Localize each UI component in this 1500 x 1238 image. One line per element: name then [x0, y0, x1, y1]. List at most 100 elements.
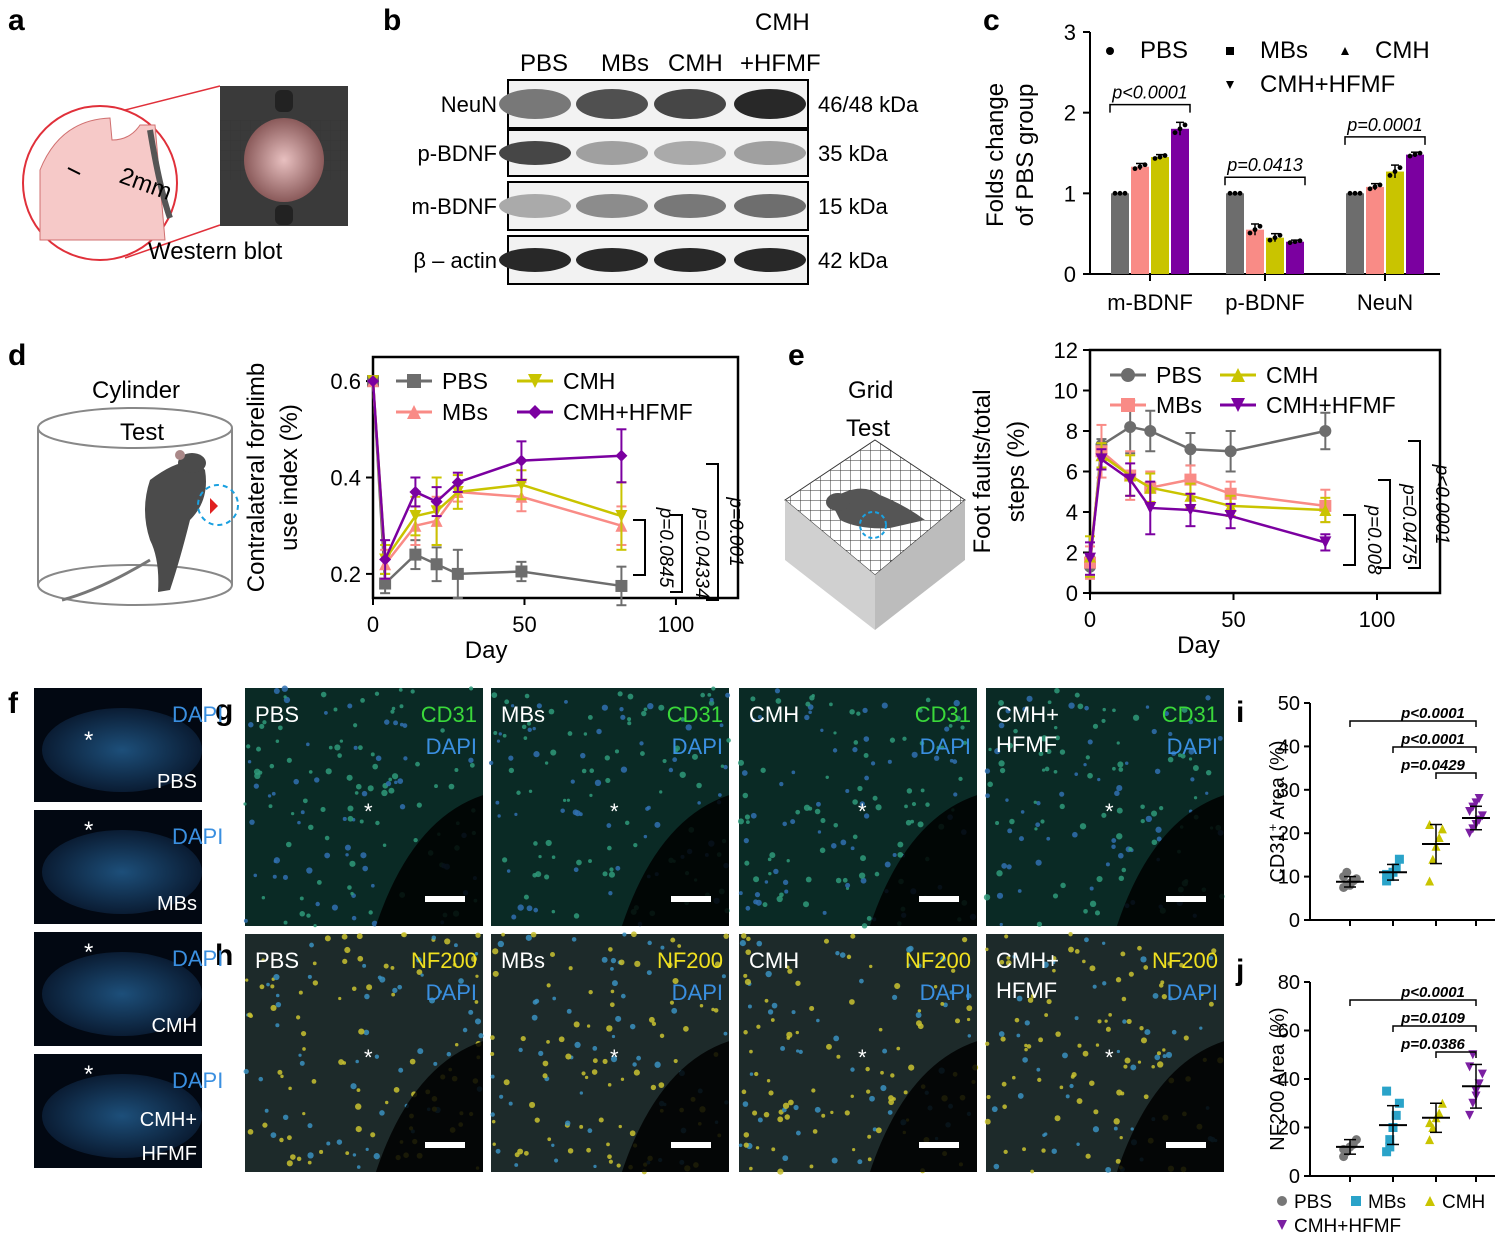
- cell-dot: [391, 992, 396, 997]
- cell-dot: [618, 959, 625, 966]
- cell-dot: [1130, 1064, 1137, 1071]
- cell-dot: [390, 965, 395, 970]
- cell-dot: [531, 1014, 538, 1021]
- cell-dot: [497, 814, 501, 818]
- cell-dot: [1001, 863, 1008, 869]
- stain-label: CD31: [421, 702, 477, 727]
- cell-dot: [1151, 839, 1158, 846]
- group-label: MBs: [157, 893, 197, 915]
- cell-dot: [953, 699, 960, 707]
- cell-dot: [749, 1166, 753, 1171]
- cell-dot: [1171, 750, 1177, 756]
- cell-dot: [1038, 1037, 1044, 1043]
- data-point: [1437, 1098, 1447, 1108]
- panel-a: 2mm Western blot: [22, 85, 348, 265]
- cell-dot: [795, 1030, 800, 1035]
- cell-dot: [1042, 961, 1049, 968]
- data-point: [1117, 190, 1123, 196]
- cell-dot: [267, 794, 272, 798]
- cell-dot: [1102, 941, 1106, 945]
- cell-dot: [295, 1015, 301, 1020]
- cell-dot: [741, 933, 747, 939]
- cell-dot: [1046, 836, 1051, 841]
- significance-bracket: [1408, 440, 1421, 569]
- cell-dot: [350, 891, 354, 896]
- cell-dot: [1089, 886, 1094, 891]
- cell-dot: [1101, 718, 1106, 723]
- cell-dot: [399, 704, 404, 709]
- cell-dot: [744, 978, 751, 986]
- scale-bar: [425, 896, 465, 902]
- cell-dot: [326, 1141, 331, 1146]
- cell-dot: [738, 1143, 743, 1148]
- cell-dot: [933, 985, 938, 989]
- cell-dot: [816, 801, 821, 807]
- cell-dot: [354, 791, 359, 795]
- cell-dot: [745, 905, 751, 911]
- cell-dot: [880, 1085, 887, 1092]
- cell-dot: [812, 1129, 818, 1134]
- data-point: [1385, 1142, 1395, 1152]
- cell-dot: [660, 945, 665, 950]
- cell-dot: [337, 753, 342, 758]
- cell-dot: [741, 1089, 747, 1095]
- cell-dot: [1154, 1054, 1161, 1061]
- cell-dot: [388, 787, 395, 794]
- cell-dot: [802, 901, 810, 908]
- cell-dot: [849, 999, 855, 1005]
- cell-dot: [1112, 766, 1116, 771]
- y-tick-label: 0.2: [330, 562, 361, 587]
- blot-band: [654, 194, 726, 218]
- data-point: [1232, 190, 1238, 196]
- legend-marker: [528, 374, 542, 388]
- stain-label: CD31: [1162, 702, 1218, 727]
- cell-dot: [993, 1163, 1000, 1170]
- cell-dot: [1199, 1026, 1203, 1030]
- cell-dot: [1188, 719, 1194, 725]
- bar: [1386, 171, 1404, 274]
- lesion-star: *: [1105, 799, 1114, 824]
- cell-dot: [282, 874, 289, 880]
- brain-slice-illustration: [39, 117, 166, 241]
- cell-dot: [1179, 962, 1184, 968]
- cell-dot: [508, 767, 515, 774]
- cell-dot: [845, 882, 851, 888]
- cell-dot: [765, 970, 772, 978]
- cell-dot: [767, 1009, 774, 1015]
- y-tick-label: 2: [1066, 541, 1078, 566]
- cell-dot: [533, 841, 538, 846]
- cell-dot: [1004, 934, 1009, 939]
- cell-dot: [764, 880, 769, 884]
- group-label: PBS: [255, 948, 299, 973]
- cell-dot: [774, 688, 781, 694]
- cell-dot: [1083, 908, 1088, 914]
- cell-dot: [446, 1051, 452, 1057]
- cell-dot: [1076, 1098, 1083, 1105]
- cell-dot: [1068, 932, 1073, 937]
- data-point: [1468, 1098, 1478, 1108]
- cell-dot: [1059, 749, 1066, 755]
- cell-dot: [311, 1079, 317, 1084]
- x-tick-label: 100: [658, 612, 695, 637]
- cell-dot: [1087, 772, 1093, 779]
- cell-dot: [280, 1074, 284, 1079]
- cell-dot: [721, 974, 726, 979]
- cell-dot: [270, 1132, 277, 1139]
- cell-dot: [490, 1112, 495, 1117]
- cell-dot: [1085, 755, 1090, 760]
- p-value-label: p=0.04334: [691, 507, 712, 598]
- cell-dot: [1205, 769, 1212, 776]
- cell-dot: [905, 819, 912, 826]
- cell-dot: [1113, 1118, 1120, 1125]
- cell-dot: [573, 1021, 580, 1028]
- cell-dot: [1003, 1149, 1008, 1155]
- cell-dot: [991, 1106, 998, 1113]
- cell-dot: [381, 789, 388, 797]
- cell-dot: [836, 1054, 841, 1059]
- cell-dot: [521, 724, 527, 730]
- p-value-label: p=0.0429: [1400, 757, 1465, 774]
- cell-dot: [246, 744, 251, 749]
- cell-dot: [253, 873, 258, 878]
- cell-dot: [633, 842, 638, 848]
- cell-dot: [1043, 1132, 1048, 1136]
